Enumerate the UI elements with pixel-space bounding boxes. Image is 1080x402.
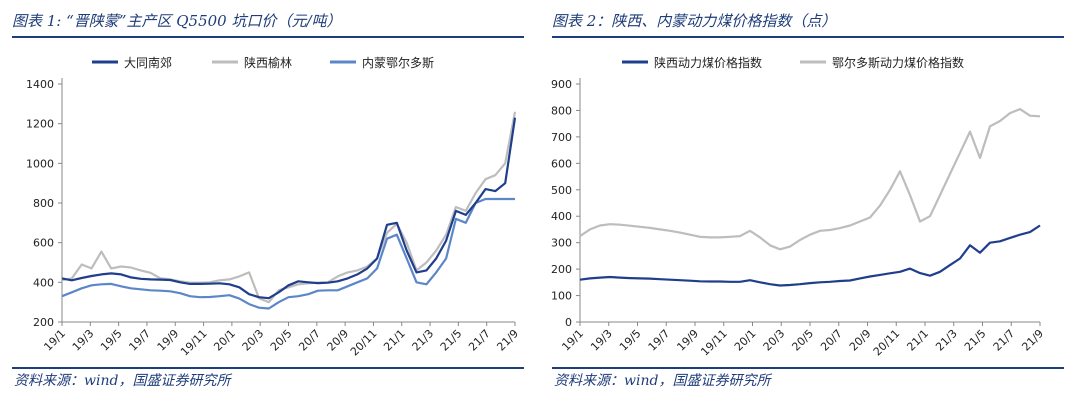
legend-label-1: 鄂尔多斯动力煤价格指数 bbox=[832, 55, 964, 70]
y-tick-label: 200 bbox=[551, 263, 572, 276]
x-tick-label: 20/11 bbox=[871, 327, 903, 359]
series-line-1 bbox=[61, 111, 517, 304]
right-source-rule bbox=[552, 367, 1064, 369]
legend-label-0: 陕西动力煤价格指数 bbox=[654, 55, 762, 70]
y-tick-label: 500 bbox=[551, 184, 572, 197]
x-tick-label: 21/1 bbox=[904, 327, 931, 354]
y-tick-label: 600 bbox=[33, 237, 54, 250]
x-tick-label: 19/3 bbox=[70, 327, 97, 354]
x-tick-label: 21/1 bbox=[381, 327, 408, 354]
left-source: 资料来源：wind，国盛证券研究所 bbox=[14, 373, 231, 389]
y-tick-label: 200 bbox=[33, 316, 54, 329]
x-tick-label: 21/7 bbox=[991, 327, 1018, 354]
y-tick-label: 900 bbox=[551, 78, 572, 91]
series-line-1 bbox=[579, 107, 1041, 251]
x-tick-label: 20/5 bbox=[789, 327, 816, 354]
left-panel: 图表 1: “晋陕蒙”主产区 Q5500 坑口价（元/吨） 200 400 600 8… bbox=[12, 12, 524, 389]
x-tick-label: 20/5 bbox=[268, 327, 295, 354]
left-chart-title: 图表 1: “晋陕蒙”主产区 Q5500 坑口价（元/吨） bbox=[12, 12, 342, 30]
right-chart-title: 图表 2：陕西、内蒙动力煤价格指数（点） bbox=[552, 12, 837, 30]
x-tick-label: 19/7 bbox=[126, 327, 153, 354]
y-tick-label: 800 bbox=[551, 104, 572, 117]
x-tick-label: 20/1 bbox=[732, 327, 759, 354]
y-tick-label: 1400 bbox=[26, 78, 54, 91]
y-tick-label: 1000 bbox=[26, 157, 54, 170]
x-tick-label: 21/5 bbox=[438, 327, 465, 354]
x-tick-label: 20/7 bbox=[818, 327, 845, 354]
x-tick-label: 19/7 bbox=[646, 327, 673, 354]
left-title-rule bbox=[12, 36, 524, 38]
x-tick-label: 21/7 bbox=[466, 327, 493, 354]
y-tick-label: 0 bbox=[565, 316, 572, 329]
y-tick-label: 700 bbox=[551, 131, 572, 144]
y-tick-label: 100 bbox=[551, 290, 572, 303]
x-tick-label: 19/1 bbox=[41, 327, 68, 354]
y-tick-label: 300 bbox=[551, 237, 572, 250]
y-tick-label: 1200 bbox=[26, 118, 54, 131]
right-chart: 0 100 200 300 400 500 600 700 800 900 19/1 19/3 19/5… bbox=[551, 55, 1046, 359]
x-tick-label: 21/3 bbox=[933, 327, 960, 354]
x-tick-label: 19/5 bbox=[617, 327, 644, 354]
y-tick-label: 800 bbox=[33, 197, 54, 210]
left-source-rule bbox=[12, 367, 524, 369]
series-line-0 bbox=[579, 224, 1041, 287]
right-source: 资料来源：wind，国盛证券研究所 bbox=[554, 373, 771, 389]
x-tick-label: 19/1 bbox=[559, 327, 586, 354]
x-tick-label: 19/11 bbox=[698, 327, 730, 359]
x-tick-label: 21/9 bbox=[1019, 327, 1046, 354]
x-tick-label: 20/11 bbox=[348, 327, 380, 359]
y-tick-label: 400 bbox=[551, 210, 572, 223]
right-panel: 图表 2：陕西、内蒙动力煤价格指数（点） 0 100 200 300 400 500 600… bbox=[540, 0, 1080, 402]
x-tick-label: 20/3 bbox=[240, 327, 267, 354]
left-chart: 200 400 600 800 1000 1200 1400 19/1 19/3 19/5 19/7… bbox=[26, 55, 521, 359]
y-tick-label: 400 bbox=[33, 276, 54, 289]
legend-label-2: 内蒙鄂尔多斯 bbox=[362, 55, 434, 70]
x-tick-label: 20/1 bbox=[211, 327, 238, 354]
x-tick-label: 21/5 bbox=[962, 327, 989, 354]
legend-label-0: 大同南郊 bbox=[124, 55, 172, 70]
series-line-0 bbox=[61, 117, 517, 300]
legend-label-1: 陕西榆林 bbox=[244, 55, 292, 70]
x-tick-label: 21/3 bbox=[410, 327, 437, 354]
x-tick-label: 19/11 bbox=[178, 327, 210, 359]
x-tick-label: 20/3 bbox=[761, 327, 788, 354]
x-tick-label: 20/7 bbox=[296, 327, 323, 354]
x-tick-label: 19/3 bbox=[588, 327, 615, 354]
y-tick-label: 600 bbox=[551, 157, 572, 170]
right-title-rule bbox=[552, 36, 1064, 38]
x-tick-label: 21/9 bbox=[494, 327, 521, 354]
series-line-2 bbox=[61, 197, 515, 310]
x-tick-label: 19/5 bbox=[98, 327, 125, 354]
